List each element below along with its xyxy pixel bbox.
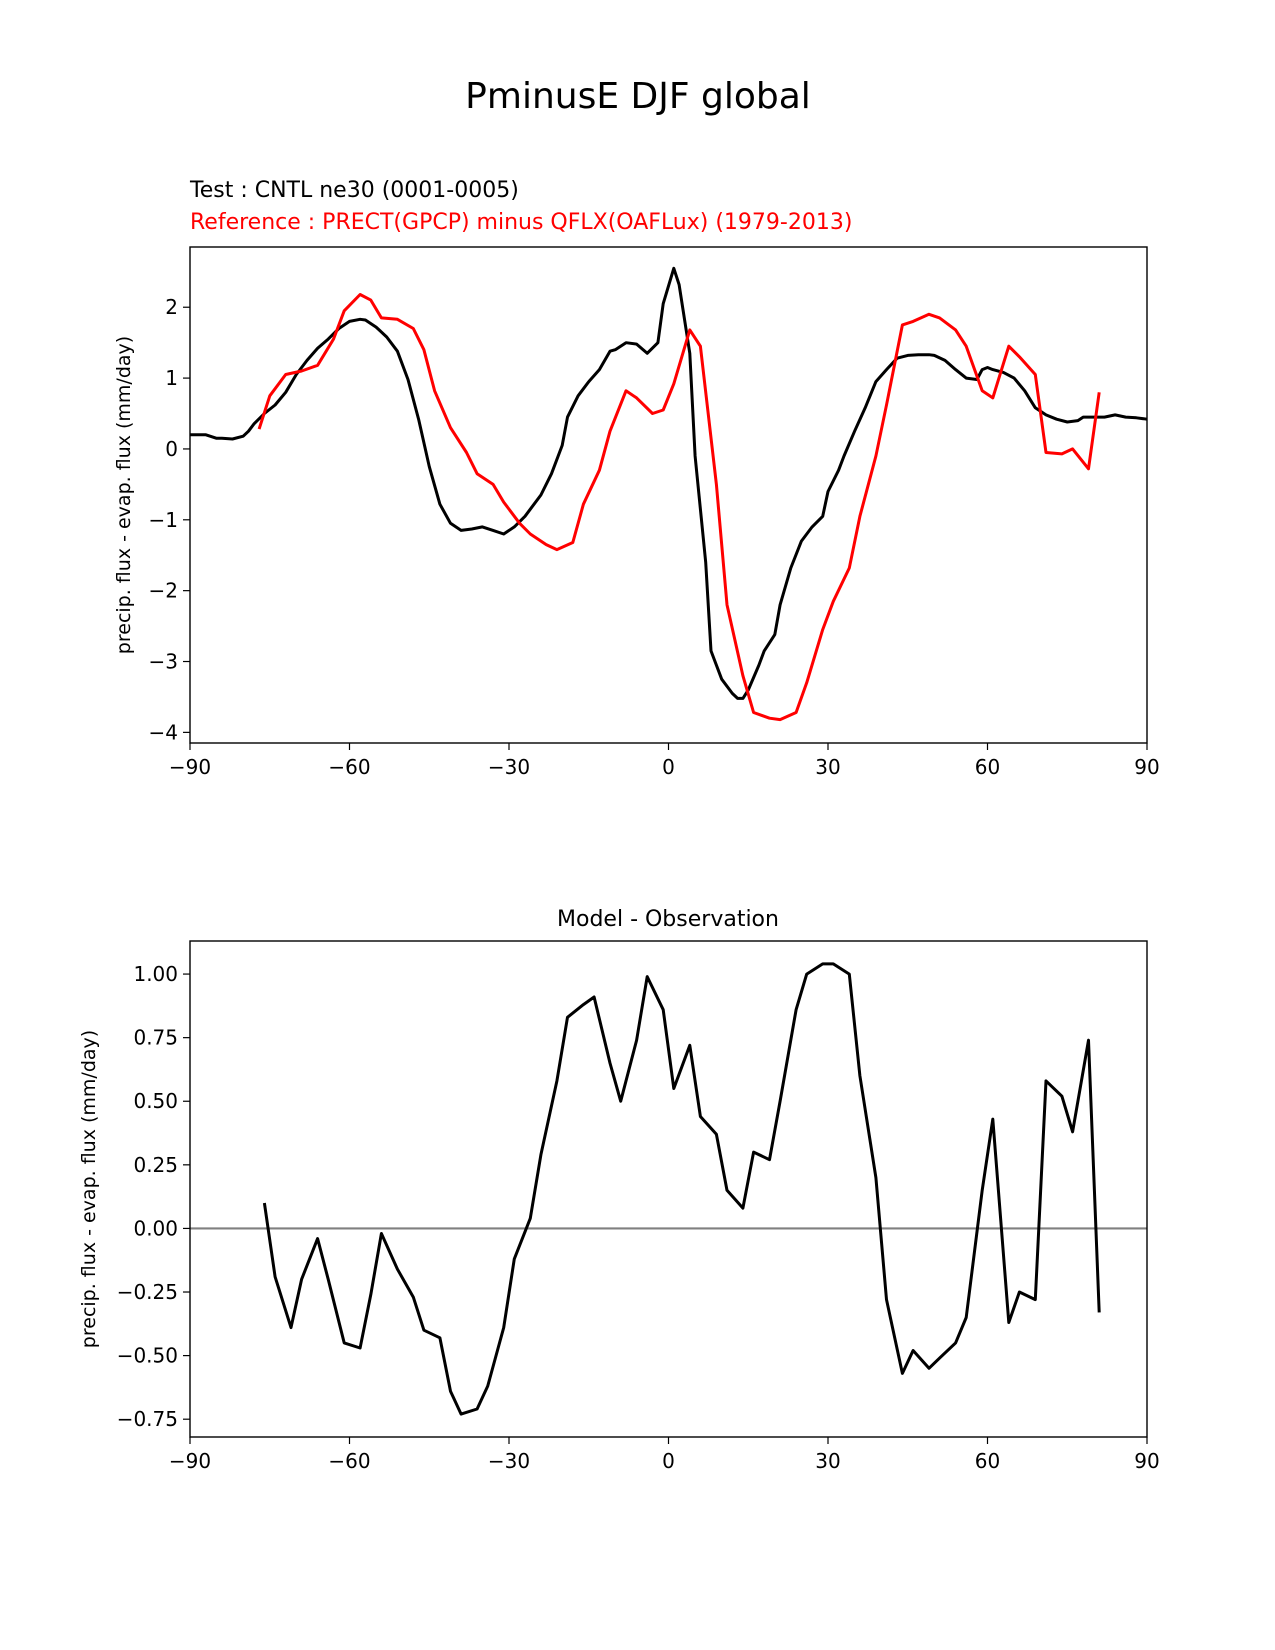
top-x-axis: −90 −60 −30 0 30 60 90	[169, 743, 1160, 779]
y-tick-label: −2	[149, 579, 178, 603]
x-tick-label: 90	[1134, 1449, 1159, 1473]
y-tick-label: 1.00	[133, 962, 178, 986]
bottom-x-axis: −90 −60 −30 0 30 60 90	[169, 1437, 1160, 1473]
top-plot-area	[190, 266, 1148, 722]
x-tick-label: 60	[975, 1449, 1000, 1473]
y-tick-label: −4	[149, 720, 178, 744]
y-tick-label: 0	[165, 437, 178, 461]
series-line-test	[190, 266, 1148, 700]
y-tick-label: 0.00	[133, 1216, 178, 1240]
top-y-axis: −4 −3 −2 −1 0 1 2	[149, 295, 190, 744]
x-tick-label: 0	[662, 1449, 675, 1473]
y-tick-label: 1	[165, 366, 178, 390]
x-tick-label: 90	[1134, 755, 1159, 779]
x-tick-label: −90	[169, 755, 211, 779]
x-tick-label: 30	[815, 1449, 840, 1473]
x-tick-label: 60	[975, 755, 1000, 779]
bottom-plot-area	[190, 962, 1147, 1416]
bottom-y-axis: −0.75 −0.50 −0.25 0.00 0.25 0.50 0.75 1.00	[117, 962, 190, 1431]
series-line-reference	[257, 293, 1101, 722]
series-line-model-observation	[262, 962, 1101, 1416]
y-tick-label: 2	[165, 295, 178, 319]
figure-title: PminusE DJF global	[465, 76, 811, 117]
bottom-panel: Model - Observation −90 −60 −30 0 30 60 90 −0.…	[78, 907, 1160, 1473]
y-tick-label: −3	[149, 650, 178, 674]
y-tick-label: 0.50	[133, 1089, 178, 1113]
x-tick-label: −30	[488, 755, 530, 779]
test-label: Test : CNTL ne30 (0001-0005)	[189, 178, 519, 203]
bottom-axes-frame	[189, 940, 1148, 1438]
y-tick-label: −0.75	[117, 1407, 178, 1431]
y-tick-label: −1	[149, 508, 178, 532]
x-tick-label: −90	[169, 1449, 211, 1473]
top-axes-frame	[189, 246, 1148, 744]
x-tick-label: 30	[815, 755, 840, 779]
x-tick-label: −30	[488, 1449, 530, 1473]
bottom-y-axis-label: precip. flux - evap. flux (mm/day)	[78, 1030, 100, 1348]
y-tick-label: −0.50	[117, 1344, 178, 1368]
bottom-chart-title: Model - Observation	[557, 907, 779, 932]
top-y-axis-label: precip. flux - evap. flux (mm/day)	[113, 336, 135, 654]
x-tick-label: −60	[328, 1449, 370, 1473]
y-tick-label: 0.25	[133, 1153, 178, 1177]
x-tick-label: 0	[662, 755, 675, 779]
top-panel: Test : CNTL ne30 (0001-0005) Reference :…	[113, 178, 1160, 779]
y-tick-label: 0.75	[133, 1026, 178, 1050]
x-tick-label: −60	[328, 755, 370, 779]
y-tick-label: −0.25	[117, 1280, 178, 1304]
reference-label: Reference : PRECT(GPCP) minus QFLX(OAFLu…	[190, 210, 852, 235]
